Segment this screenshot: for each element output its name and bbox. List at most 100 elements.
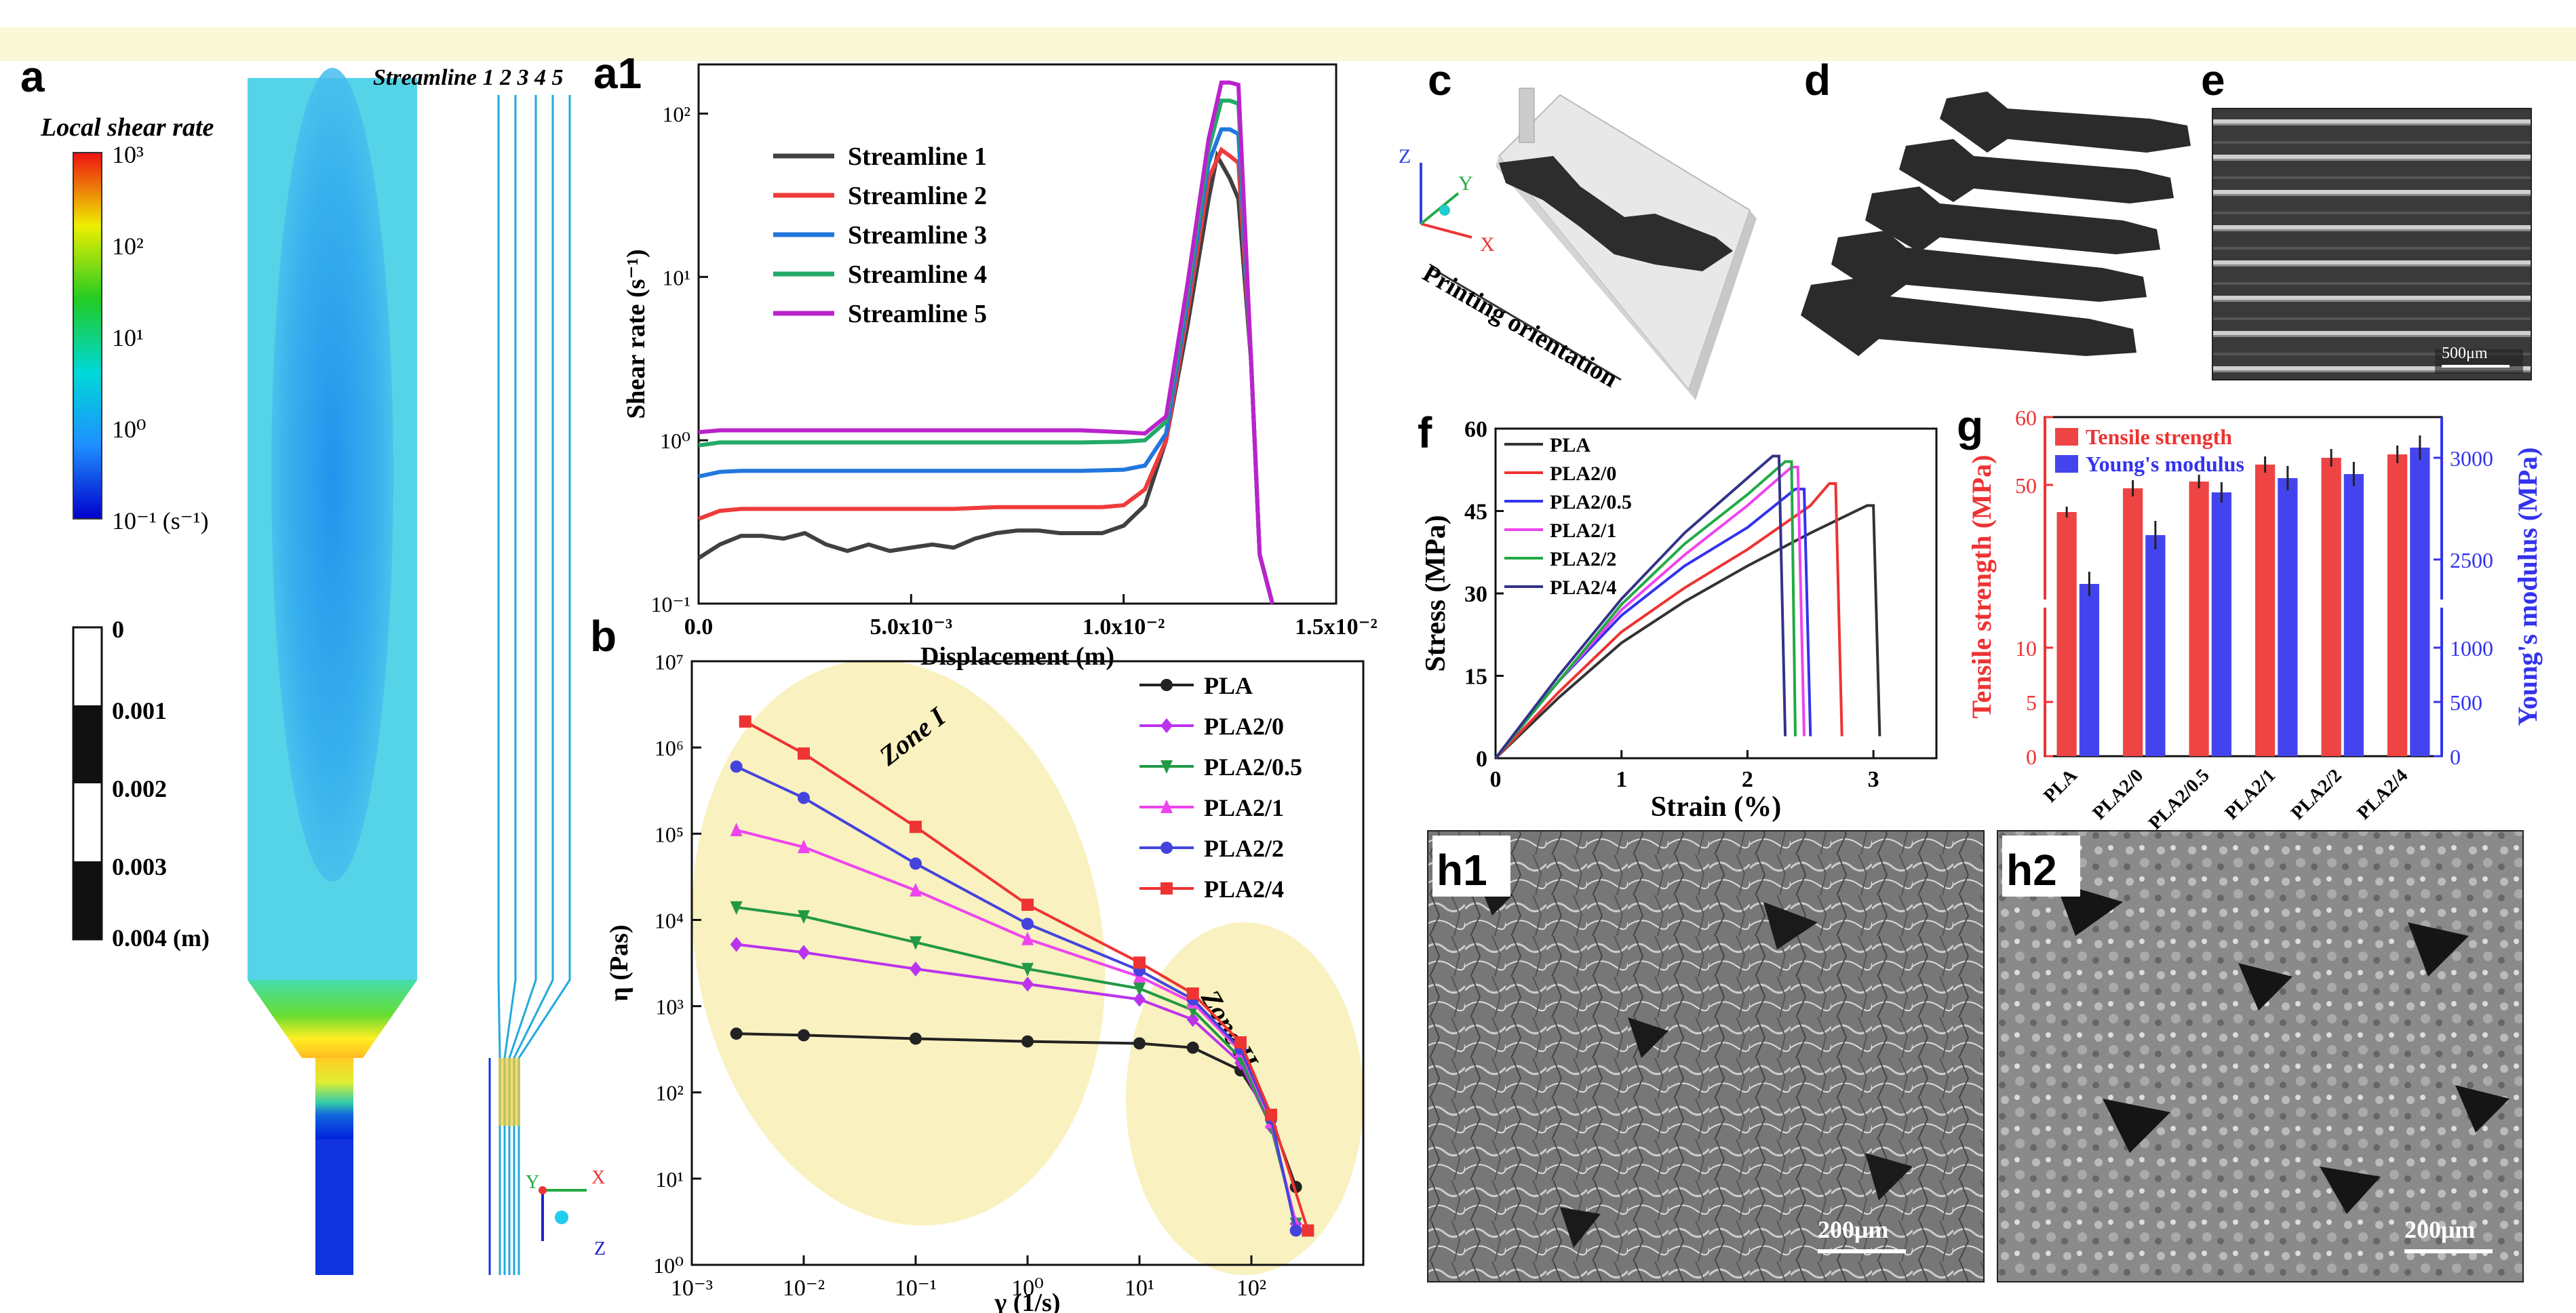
axis-z-label-c: Z xyxy=(1399,145,1411,168)
x-tick-label: 10⁻³ xyxy=(671,1276,713,1301)
y-tick-label: 0 xyxy=(1476,747,1487,772)
data-point xyxy=(730,937,743,952)
streamline-5 xyxy=(518,95,571,1275)
top-band xyxy=(0,27,2576,61)
y-tick-label: 50 xyxy=(2015,473,2037,498)
data-point xyxy=(1186,1012,1199,1027)
legend-marker-3 xyxy=(1160,760,1173,774)
panel-d: d xyxy=(1801,56,2191,356)
y-tick-label: 30 xyxy=(1464,582,1487,607)
x-tick-label: 10¹ xyxy=(1125,1276,1154,1301)
y-tick-label: 10² xyxy=(662,102,690,126)
legend-marker-4 xyxy=(1160,800,1173,813)
x-axis-label: Strain (%) xyxy=(1651,791,1782,823)
legend-label-4: PLA2/1 xyxy=(1550,520,1616,542)
legend-marker-2 xyxy=(1160,718,1173,733)
y-tick-label: 10³ xyxy=(655,995,684,1019)
data-point xyxy=(1234,1036,1247,1049)
bar-tensile-6 xyxy=(2387,454,2408,756)
data-point xyxy=(730,1027,743,1040)
bar-modulus-4 xyxy=(2278,478,2298,756)
y-tick-label: 45 xyxy=(1464,500,1487,525)
scale-bar-label-h2: 200μm xyxy=(2404,1216,2475,1243)
x-tick-label: 10² xyxy=(1236,1276,1266,1301)
specimen-1 xyxy=(1940,92,2191,153)
specimen-4 xyxy=(1831,231,2147,302)
panel-label-h2-bg xyxy=(2002,836,2080,897)
panel-e: e 500μm xyxy=(2201,56,2532,380)
x-tick-label: 0.0 xyxy=(684,614,714,640)
legend-label-2: Young's modulus xyxy=(2086,452,2244,476)
plot-frame xyxy=(697,63,1338,605)
panel-label-c: c xyxy=(1428,56,1452,104)
colorbar-title: Local shear rate xyxy=(40,113,214,142)
scalebar-tick-0.002: 0.002 xyxy=(112,775,167,802)
x-tick-label: 10⁻¹ xyxy=(895,1276,937,1301)
axis-break xyxy=(2040,600,2447,608)
x-tick-label: 3 xyxy=(1868,767,1879,792)
axis-x-label: X xyxy=(591,1167,605,1188)
data-point xyxy=(1021,1035,1034,1048)
panel-label-b: b xyxy=(590,612,617,661)
chart-a1: 0.0 5.0x10⁻³ 1.0x10⁻² 1.5x10⁻² 10⁻¹ 10⁰ 10¹ 10²… xyxy=(622,63,1378,671)
scalebar-tick-0: 0 xyxy=(112,616,124,643)
colorbar-tick-10: 10¹ xyxy=(112,324,144,351)
x-tick-label: 10⁰ xyxy=(1011,1276,1044,1301)
bar-tensile-1 xyxy=(2056,512,2077,756)
y-tick-label: 10⁻¹ xyxy=(651,592,690,616)
data-point xyxy=(910,882,922,897)
scalebar-tick-0.004: 0.004 (m) xyxy=(112,924,210,952)
y2-axis-label: Young's modulus (MPa) xyxy=(2512,447,2543,726)
legend-marker-6 xyxy=(1160,882,1173,895)
y-tick-label: 60 xyxy=(2015,406,2037,430)
scale-bar-label-h1: 200μm xyxy=(1818,1216,1888,1243)
data-point xyxy=(1133,956,1146,969)
y-tick-label: 60 xyxy=(1464,417,1487,442)
legend-label-6: PLA2/4 xyxy=(1550,576,1616,599)
series-line-2 xyxy=(1494,482,1843,760)
shear-rate-colorbar xyxy=(73,152,102,520)
y-tick-label: 15 xyxy=(1464,665,1487,690)
data-point xyxy=(798,945,810,960)
colorbar-tick-1000: 10³ xyxy=(112,141,144,168)
legend-label-5: PLA2/2 xyxy=(1550,548,1616,570)
y-axis-label: Stress (MPa) xyxy=(1420,515,1451,671)
data-point xyxy=(1021,962,1034,977)
y-tick-label: 10¹ xyxy=(655,1167,684,1192)
x-tick-label: 0 xyxy=(1490,767,1502,792)
sem-image-h1 xyxy=(1427,830,1985,1282)
legend-label-3: PLA2/0.5 xyxy=(1550,491,1632,513)
x-tick-label: 10⁻² xyxy=(783,1276,825,1301)
y-axis-label: η (Pas) xyxy=(605,924,633,1001)
axis-z-label: Z xyxy=(594,1238,606,1259)
series-line-4 xyxy=(698,98,1274,604)
panel-h1: h1 200μm xyxy=(1427,830,1985,1282)
bar-modulus-3 xyxy=(2211,492,2231,756)
series-line-1 xyxy=(1494,504,1881,760)
y-tick-label: 10⁰ xyxy=(660,429,690,453)
bar-modulus-2 xyxy=(2145,535,2166,756)
panel-label-d: d xyxy=(1804,56,1831,104)
zone-i-region xyxy=(692,660,1106,1226)
series-line-3 xyxy=(698,127,1274,604)
sem-image-e xyxy=(2212,108,2532,380)
y2-tick-label: 2500 xyxy=(2450,548,2493,572)
dogbone-specimens xyxy=(1801,92,2191,356)
data-point xyxy=(910,961,922,977)
data-point xyxy=(1021,977,1034,992)
legend-label-4: Streamline 4 xyxy=(848,260,987,289)
colorbar-tick-100: 10² xyxy=(112,233,144,260)
axis-x-label-c: X xyxy=(1480,233,1495,256)
legend-label-1: Tensile strength xyxy=(2086,425,2232,449)
panel-label-a1: a1 xyxy=(593,49,642,98)
data-point xyxy=(910,936,922,950)
y-tick-label: 0 xyxy=(2026,745,2037,769)
data-point xyxy=(910,821,922,834)
series-line-5 xyxy=(1494,460,1797,760)
data-point xyxy=(1021,931,1034,945)
y-axis-label: Shear rate (s⁻¹) xyxy=(622,249,650,418)
y2-tick-label: 3000 xyxy=(2450,446,2493,471)
data-point xyxy=(1186,987,1199,1000)
data-point xyxy=(730,760,743,773)
